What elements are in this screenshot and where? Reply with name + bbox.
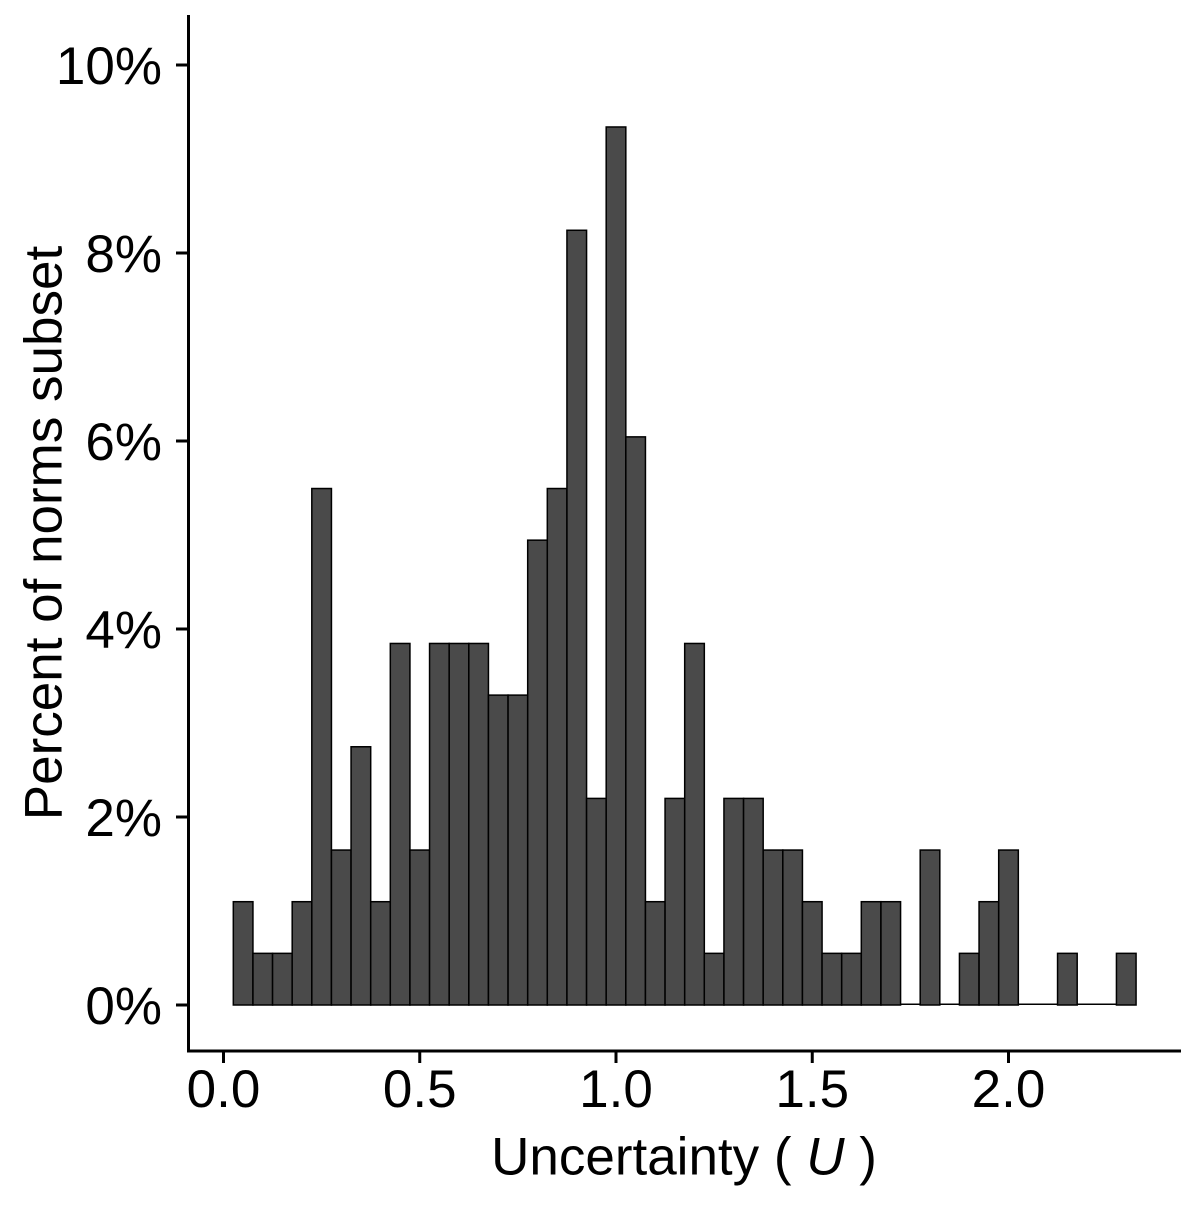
histogram-bar xyxy=(762,849,784,1006)
axis-ticks xyxy=(176,63,1010,1063)
histogram-bar xyxy=(625,436,647,1006)
histogram-bar xyxy=(880,900,902,1006)
histogram-bar xyxy=(468,642,490,1006)
histogram-bar xyxy=(566,229,588,1006)
y-tick-label: 6% xyxy=(85,413,162,472)
histogram-bar xyxy=(978,900,1000,1006)
y-tick-label: 10% xyxy=(56,37,162,96)
y-tick-label: 4% xyxy=(85,601,162,660)
x-tick-label: 1.0 xyxy=(579,1060,653,1119)
histogram-bar xyxy=(605,126,627,1006)
x-axis-title-suffix: ) xyxy=(844,1127,877,1187)
histogram-bar xyxy=(919,849,941,1006)
x-axis-title-variable: U xyxy=(806,1127,845,1187)
histogram-bar xyxy=(782,849,804,1006)
histogram-bar xyxy=(801,900,823,1006)
y-axis-title: Percent of norms subset xyxy=(14,245,74,821)
histogram-bar xyxy=(546,487,568,1006)
x-tick-label: 0.5 xyxy=(383,1060,457,1119)
x-tick-label: 0.0 xyxy=(187,1060,261,1119)
histogram-bar xyxy=(526,539,549,1006)
x-axis-title-prefix: Uncertainty ( xyxy=(491,1127,807,1187)
histogram-bars xyxy=(232,126,1137,1006)
histogram-bar xyxy=(271,952,293,1006)
histogram-bar xyxy=(369,900,392,1006)
histogram-bar xyxy=(487,694,509,1006)
axes xyxy=(187,15,1181,1053)
histogram-bar xyxy=(389,642,411,1006)
y-tick-label: 2% xyxy=(85,789,162,848)
histogram-bar xyxy=(683,642,706,1006)
histogram-bar xyxy=(585,797,607,1006)
histogram-bar xyxy=(428,642,450,1006)
histogram-bar xyxy=(958,952,980,1006)
histogram-bar xyxy=(742,797,764,1006)
histogram-bar xyxy=(997,849,1020,1006)
histogram-bar xyxy=(409,849,431,1006)
histogram-bar xyxy=(291,900,313,1006)
tick-labels: 0% 2% 4% 6% 8% 10% 0.0 0.5 1.0 1.5 2.0 xyxy=(56,37,1045,1119)
histogram-bar xyxy=(1115,952,1137,1006)
histogram-bar xyxy=(252,952,274,1006)
histogram-bar xyxy=(840,952,863,1006)
histogram-bar xyxy=(703,952,725,1006)
histogram-bar xyxy=(860,900,882,1006)
histogram-bar xyxy=(330,849,352,1006)
histogram-bar xyxy=(1056,952,1078,1006)
histogram-bar xyxy=(821,952,843,1006)
histogram-bar xyxy=(723,797,745,1006)
x-tick-label: 1.5 xyxy=(775,1060,849,1119)
y-tick-label: 8% xyxy=(85,225,162,284)
histogram-bar xyxy=(232,900,254,1006)
x-tick-label: 2.0 xyxy=(972,1060,1046,1119)
histogram-bar xyxy=(644,900,666,1006)
histogram-bar xyxy=(311,487,333,1006)
histogram-bar xyxy=(664,797,686,1006)
histogram-bar xyxy=(350,746,372,1006)
y-tick-label: 0% xyxy=(85,977,162,1036)
histogram-bar xyxy=(507,694,529,1006)
x-axis-title: Uncertainty ( U ) xyxy=(491,1131,877,1184)
histogram-bar xyxy=(448,642,470,1006)
